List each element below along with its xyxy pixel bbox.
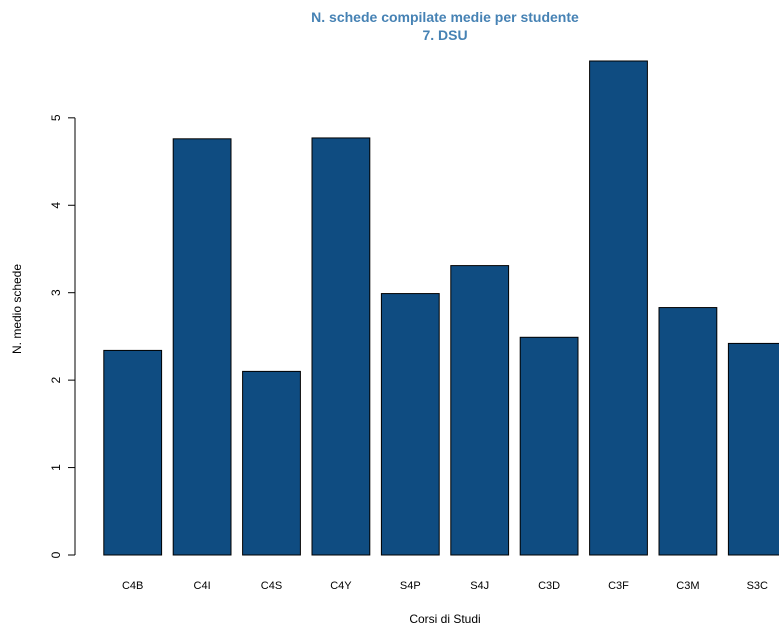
bar-s4j: [450, 265, 510, 556]
y-tick-label: 3: [49, 289, 63, 296]
bar-c4i: [172, 138, 232, 556]
bar-s3c: [727, 342, 779, 556]
bar-c4b: [103, 349, 163, 556]
x-tick-label: C3D: [538, 580, 560, 592]
x-tick-label: C4Y: [330, 580, 352, 592]
x-tick-label: S4P: [400, 580, 421, 592]
x-tick-label: C3F: [608, 580, 629, 592]
x-tick-label: C3M: [676, 580, 699, 592]
y-axis-label: N. medio schede: [10, 264, 24, 354]
y-tick-label: 4: [49, 202, 63, 209]
y-tick-label: 5: [49, 114, 63, 121]
bar-c3d: [519, 336, 579, 556]
y-tick-label: 2: [49, 376, 63, 383]
x-tick-label: C4S: [261, 580, 282, 592]
bar-c4s: [242, 370, 301, 556]
x-axis-label: Corsi di Studi: [409, 612, 480, 626]
x-tick-label: S3C: [747, 580, 768, 592]
bar-c3f: [589, 60, 648, 556]
x-tick-label: C4B: [122, 580, 143, 592]
y-tick-label: 1: [49, 464, 63, 471]
x-tick-labels: C4B C4I C4S C4Y S4P S4J C3D C3F C3M S3C: [122, 580, 768, 592]
x-tick-label: C4I: [194, 580, 211, 592]
bars-group: [103, 60, 779, 556]
bar-c3m: [658, 307, 718, 556]
bar-s4p: [380, 293, 440, 556]
chart-subtitle: 7. DSU: [422, 27, 467, 43]
bar-c4y: [311, 137, 371, 556]
chart-title: N. schede compilate medie per studente: [311, 9, 579, 25]
x-tick-label: S4J: [470, 580, 489, 592]
y-axis: 0 1 2 3 4 5: [49, 114, 76, 558]
y-tick-label: 0: [49, 551, 63, 558]
